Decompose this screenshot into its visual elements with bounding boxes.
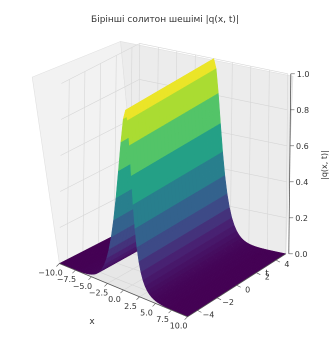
t-tick-mark xyxy=(236,284,241,288)
x-tick-label: 2.5 xyxy=(124,302,137,311)
x-tick-label: 10.0 xyxy=(170,322,188,331)
x-tick-mark xyxy=(72,269,76,274)
z-tick-label: 0.0 xyxy=(295,250,308,259)
grid-line-z xyxy=(61,43,288,84)
z-tick-label: 0.8 xyxy=(296,106,309,115)
t-tick-label: 0 xyxy=(245,285,250,294)
x-tick-mark xyxy=(88,276,92,281)
x-tick-mark xyxy=(56,263,60,267)
z-tick-label: 1.0 xyxy=(297,70,310,79)
x-tick-label: −10.0 xyxy=(38,269,63,278)
z-tick-label: 0.2 xyxy=(295,214,308,223)
x-tick-label: −7.5 xyxy=(57,275,76,284)
x-tick-label: 7.5 xyxy=(156,315,169,324)
x-tick-mark xyxy=(152,303,156,307)
t-tick-label: −2 xyxy=(222,298,234,307)
t-axis-label: t xyxy=(265,269,269,279)
x-tick-mark xyxy=(184,316,188,320)
x-tick-mark xyxy=(120,289,124,294)
x-tick-label: −5.0 xyxy=(73,282,92,291)
t-tick-label: −4 xyxy=(203,310,215,319)
x-tick-mark xyxy=(136,296,140,300)
x-tick-mark xyxy=(168,309,172,314)
x-tick-label: 5.0 xyxy=(140,308,153,317)
z-tick-labels: 0.0 0.2 0.4 0.6 0.8 1.0 xyxy=(288,70,310,259)
x-axis-label: x xyxy=(89,317,95,327)
t-tick-label: 4 xyxy=(284,260,289,269)
chart-title: Бірінші солитон шешімі |q(x, t)| xyxy=(91,15,239,25)
x-tick-label: 0.0 xyxy=(108,295,121,304)
t-tick-mark xyxy=(197,310,202,313)
t-tick-labels: −4 −2 0 2 4 xyxy=(197,259,290,319)
x-tick-labels: −10.0−7.5−5.0−2.50.02.55.07.510.0 xyxy=(38,263,188,331)
z-axis-label: |q(x, t)| xyxy=(320,150,329,180)
t-tick-mark xyxy=(256,272,261,275)
surface xyxy=(58,58,287,317)
z-tick-label: 0.4 xyxy=(296,178,309,187)
x-tick-label: −2.5 xyxy=(89,288,108,297)
t-tick-mark xyxy=(216,297,222,301)
grid-line-z xyxy=(60,79,288,120)
z-axis-line xyxy=(288,73,292,254)
z-tick-label: 0.6 xyxy=(296,142,309,151)
t-tick-label: 2 xyxy=(265,273,270,282)
t-tick-mark xyxy=(275,259,281,263)
x-tick-mark xyxy=(104,283,108,287)
